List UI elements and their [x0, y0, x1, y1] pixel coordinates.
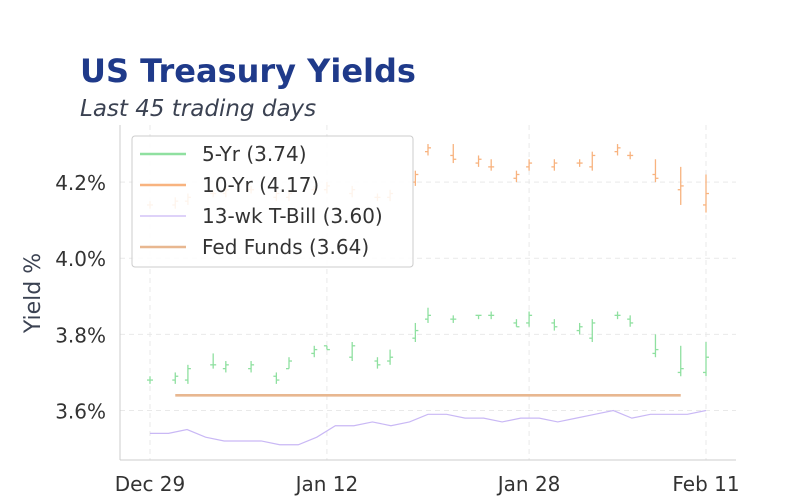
ohlc-bar [627, 315, 634, 327]
legend-label: Fed Funds (3.64) [202, 235, 369, 259]
legend-box [131, 135, 414, 268]
ohlc-bar [488, 159, 495, 171]
axes [119, 125, 736, 461]
ohlc-bar [450, 144, 457, 164]
x-tick-label: Feb 11 [672, 472, 739, 496]
ohlc-bar [589, 319, 596, 342]
y-tick-label: 4.2% [55, 171, 106, 195]
ohlc-bar [184, 364, 191, 384]
x-tick-label: Dec 29 [115, 472, 186, 496]
ohlc-bar [627, 151, 634, 160]
series-five_yr [147, 307, 709, 384]
legend-item-ten_yr: 10-Yr (4.17) [140, 173, 319, 197]
legend-label: 5-Yr (3.74) [202, 142, 307, 166]
ohlc-bar [222, 361, 229, 373]
ohlc-bar [652, 159, 659, 183]
x-tick-labels: Dec 29 Jan 12 Jan 28 Feb 11 [115, 472, 740, 496]
ohlc-bar [475, 155, 482, 167]
ohlc-bar [576, 159, 583, 167]
ohlc-bar [210, 353, 217, 369]
ohlc-bar [273, 372, 280, 384]
ohlc-bar [147, 376, 153, 384]
ohlc-bar [172, 372, 179, 384]
y-tick-label: 4.0% [55, 247, 106, 271]
ohlc-bar [513, 170, 520, 183]
ohlc-bar [349, 341, 356, 362]
ohlc-bar [677, 166, 684, 205]
y-tick-labels: 3.6% 3.8% 4.0% 4.2% [55, 171, 106, 423]
ohlc-bar [614, 311, 621, 320]
chart-subtitle: Last 45 trading days [80, 96, 317, 122]
ohlc-bar [323, 345, 330, 351]
x-tick-label: Jan 28 [496, 472, 561, 496]
ohlc-bar [589, 151, 596, 171]
ohlc-bar [311, 345, 318, 358]
ohlc-bar [576, 322, 583, 335]
ohlc-bar [551, 159, 558, 171]
ohlc-bar [425, 144, 431, 156]
ohlc-bar [374, 357, 381, 369]
ohlc-bar [526, 311, 533, 327]
ohlc-bar [677, 345, 684, 377]
ohlc-bar [387, 349, 394, 365]
y-tick-label: 3.6% [55, 400, 106, 424]
x-tick-label: Jan 12 [294, 472, 359, 496]
legend-item-tbill: 13-wk T-Bill (3.60) [140, 204, 383, 228]
ohlc-bar [703, 174, 709, 213]
legend-label: 10-Yr (4.17) [202, 173, 319, 197]
series-tbill [150, 409, 707, 446]
y-axis-label: Yield % [21, 253, 46, 334]
legend-item-fed_funds: Fed Funds (3.64) [140, 235, 369, 259]
ohlc-bar [513, 319, 520, 328]
legend-label: 13-wk T-Bill (3.60) [202, 204, 383, 228]
ohlc-bar [248, 361, 255, 373]
y-tick-label: 3.8% [55, 323, 106, 347]
legend: 5-Yr (3.74) 10-Yr (4.17) 13-wk T-Bill (3.6… [131, 135, 414, 268]
ohlc-bar [475, 314, 482, 320]
ohlc-bar [425, 307, 431, 323]
ohlc-bar [526, 159, 533, 171]
ohlc-bar [614, 144, 621, 156]
ohlc-bar [488, 311, 495, 320]
chart-title: US Treasury Yields [80, 52, 416, 90]
legend-item-five_yr: 5-Yr (3.74) [140, 142, 307, 166]
ohlc-bar [412, 322, 419, 342]
ohlc-bar [652, 334, 659, 358]
ohlc-bar [703, 341, 709, 377]
series-line [150, 409, 707, 446]
ohlc-bar [450, 315, 457, 323]
ohlc-bar [551, 319, 558, 331]
ohlc-bar [286, 357, 292, 370]
